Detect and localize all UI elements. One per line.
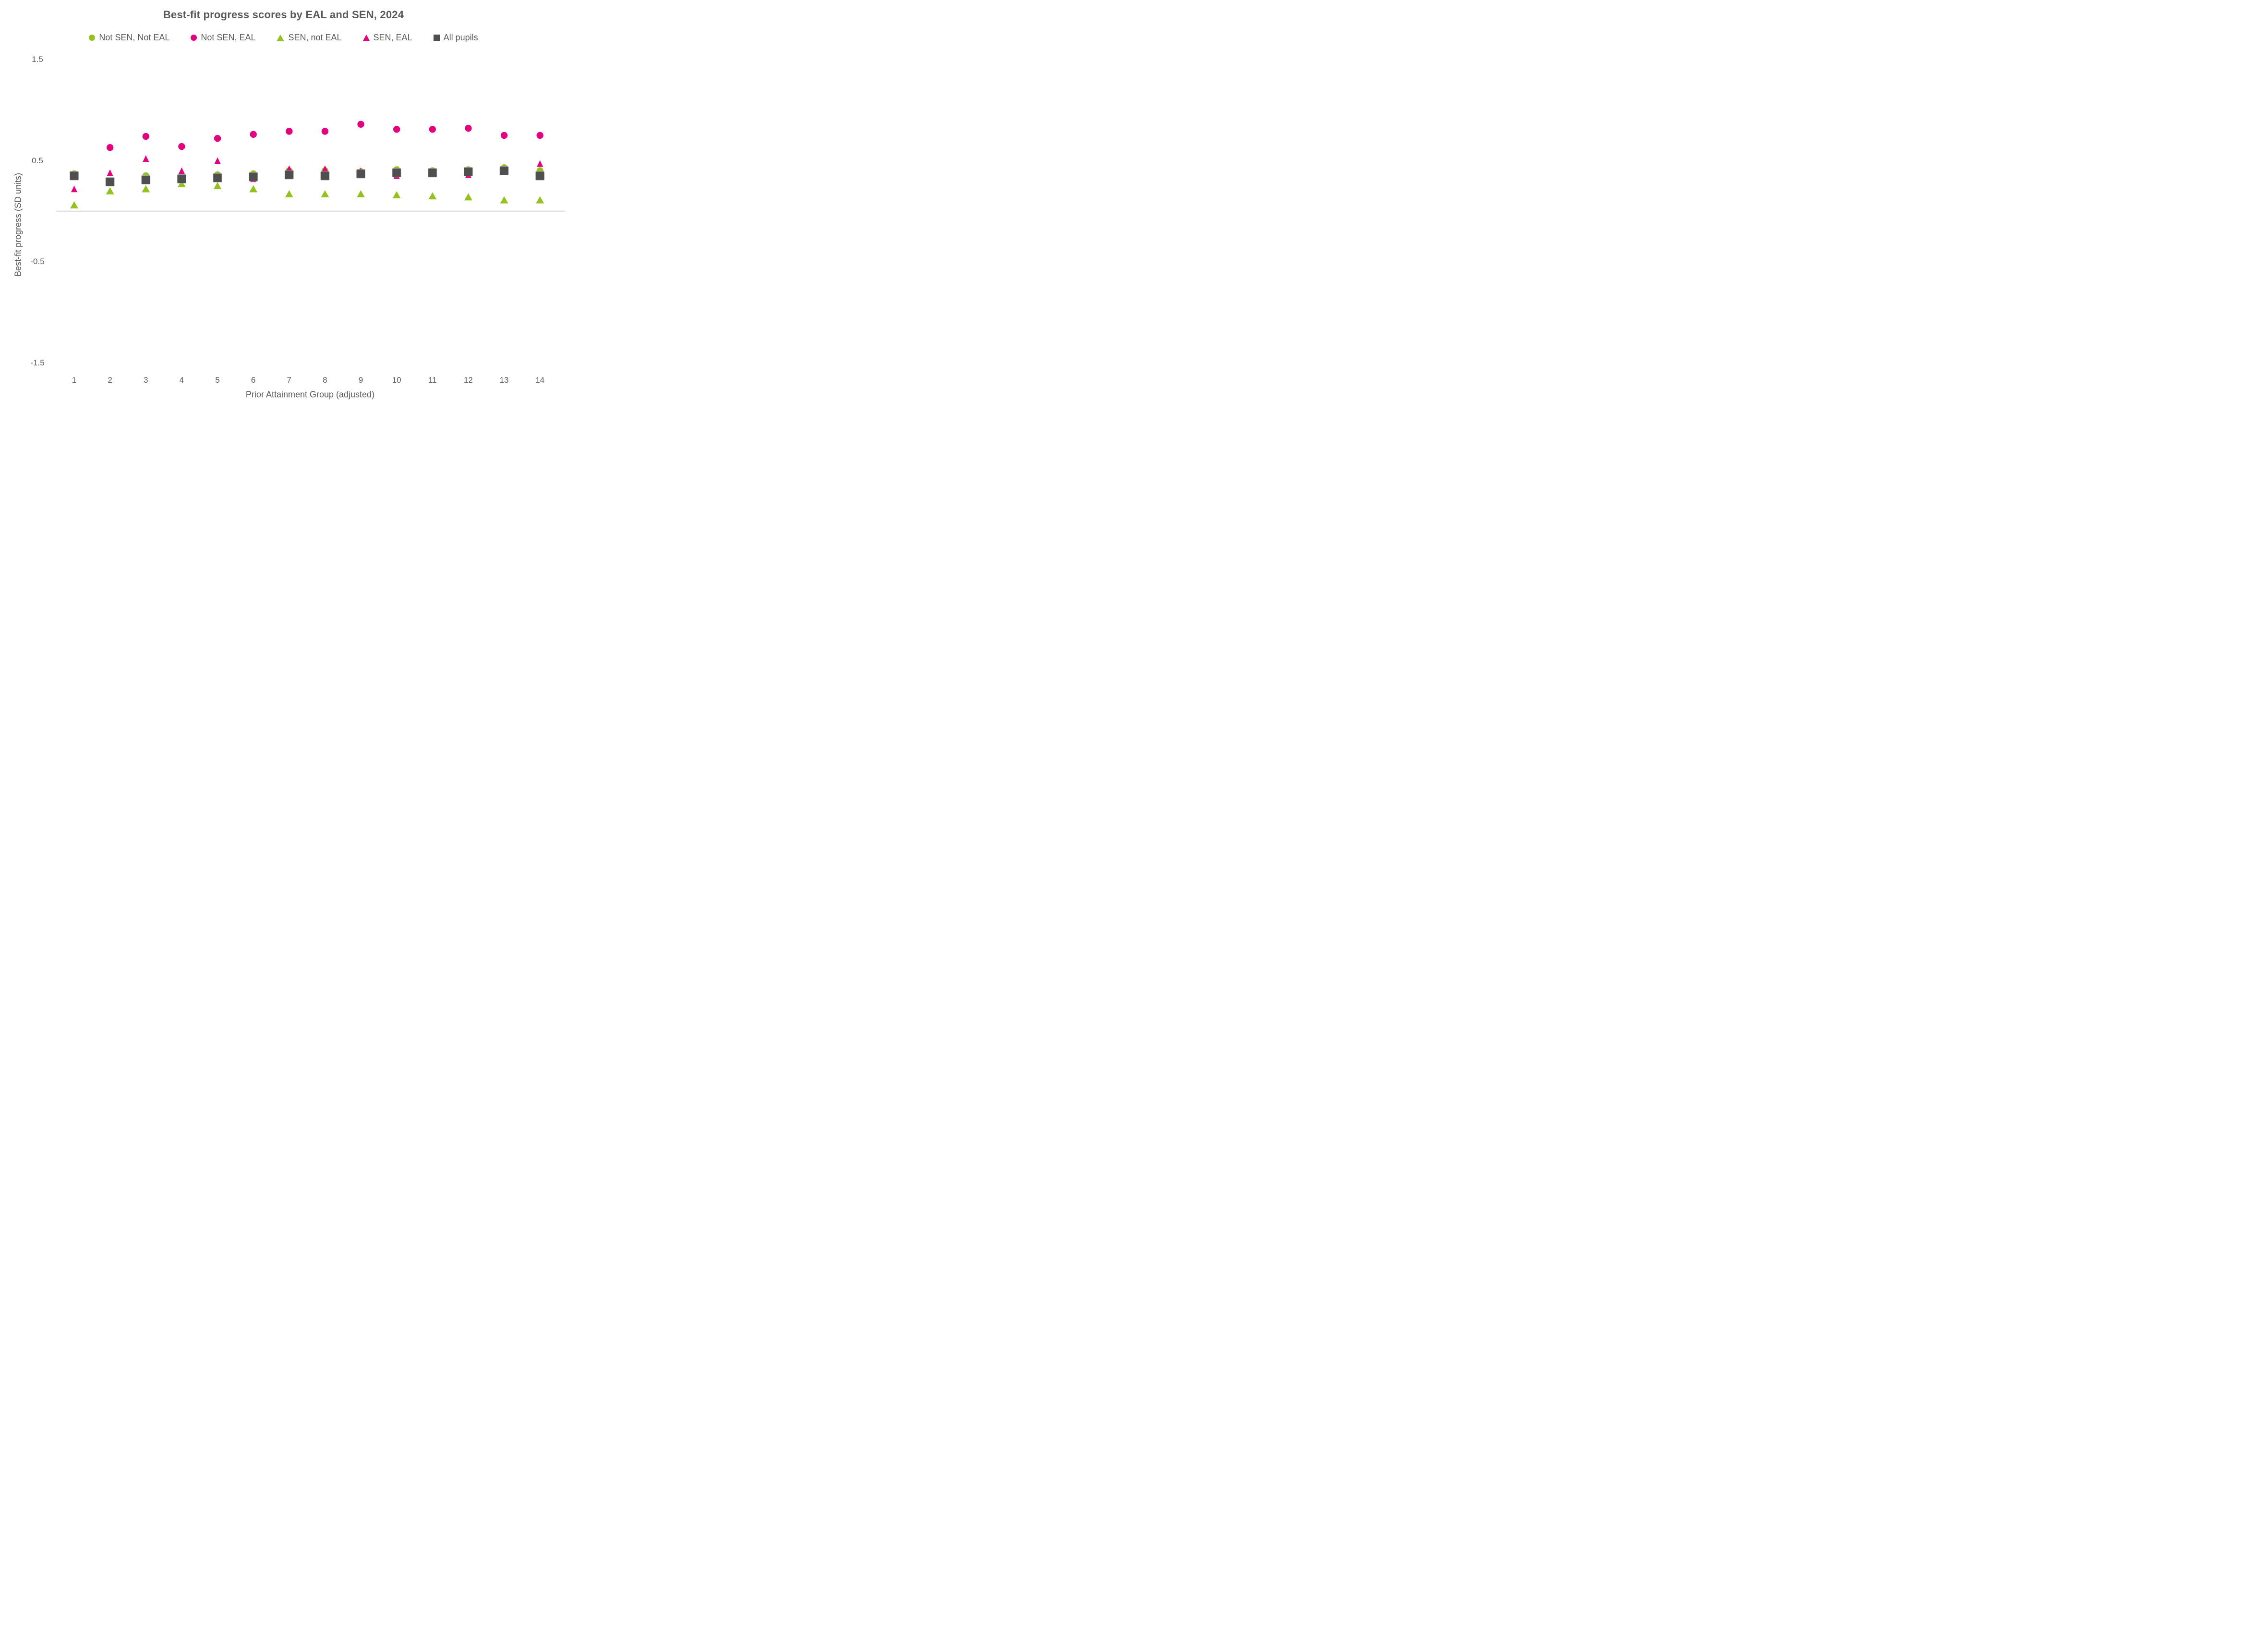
legend-item-4: SEN, EAL xyxy=(362,33,412,43)
legend-label: Not SEN, Not EAL xyxy=(99,33,170,42)
marker-s3-g10 xyxy=(392,191,401,199)
marker-s3-g14 xyxy=(536,196,544,204)
marker-s2-g6 xyxy=(250,131,257,138)
x-tick-6: 6 xyxy=(251,375,256,385)
marker-s5-g3 xyxy=(141,175,151,184)
marker-s3-g13 xyxy=(500,196,508,204)
marker-s3-g3 xyxy=(142,185,150,193)
marker-s5-g2 xyxy=(105,177,115,187)
marker-s3-g12 xyxy=(464,193,472,201)
marker-s5-g13 xyxy=(499,166,509,176)
x-tick-5: 5 xyxy=(215,375,220,385)
chart: Best-fit progress scores by EAL and SEN,… xyxy=(0,0,567,412)
x-tick-14: 14 xyxy=(535,375,545,385)
marker-s2-g7 xyxy=(286,128,293,135)
legend: Not SEN, Not EAL Not SEN, EAL SEN, not EAL… xyxy=(0,33,567,43)
legend-item-1: Not SEN, Not EAL xyxy=(89,33,169,43)
circle-marker-icon xyxy=(191,35,197,41)
marker-s2-g2 xyxy=(106,144,114,151)
legend-label: Not SEN, EAL xyxy=(201,33,256,42)
y-axis-title: Best-fit progress (SD units) xyxy=(13,172,23,277)
y-tick-0.5: 0.5 xyxy=(32,156,43,165)
y-tick--0.5: -0.5 xyxy=(30,257,45,266)
marker-s5-g1 xyxy=(70,171,79,181)
marker-s5-g4 xyxy=(177,174,186,183)
legend-item-2: Not SEN, EAL xyxy=(191,33,255,43)
x-tick-8: 8 xyxy=(323,375,327,385)
marker-s2-g11 xyxy=(429,126,436,133)
square-marker-icon xyxy=(433,35,440,41)
marker-s4-g8 xyxy=(322,165,328,172)
x-tick-1: 1 xyxy=(72,375,77,385)
legend-item-5: All pupils xyxy=(433,33,478,43)
y-tick-1.5: 1.5 xyxy=(32,55,43,64)
marker-s2-g9 xyxy=(357,121,364,128)
marker-s3-g5 xyxy=(213,182,222,190)
marker-s3-g4 xyxy=(177,180,186,187)
marker-s5-g12 xyxy=(464,167,473,177)
marker-s2-g12 xyxy=(465,124,472,132)
marker-s4-g5 xyxy=(214,157,221,164)
marker-s2-g5 xyxy=(214,135,221,142)
marker-s4-g14 xyxy=(537,160,543,167)
x-tick-13: 13 xyxy=(499,375,509,385)
x-tick-10: 10 xyxy=(392,375,401,385)
marker-s3-g1 xyxy=(70,201,78,209)
marker-s4-g4 xyxy=(178,167,185,174)
marker-s2-g13 xyxy=(500,132,508,139)
marker-s5-g8 xyxy=(320,171,330,181)
triangle-marker-icon xyxy=(362,35,370,41)
x-tick-2: 2 xyxy=(108,375,112,385)
marker-s5-g11 xyxy=(428,168,437,178)
marker-s4-g1 xyxy=(71,185,78,193)
x-tick-11: 11 xyxy=(428,375,437,385)
marker-s3-g8 xyxy=(321,190,329,198)
marker-s3-g2 xyxy=(106,187,114,194)
marker-s5-g14 xyxy=(535,171,545,181)
x-tick-12: 12 xyxy=(463,375,473,385)
marker-s5-g7 xyxy=(284,170,294,180)
marker-s4-g3 xyxy=(143,155,149,162)
chart-title: Best-fit progress scores by EAL and SEN,… xyxy=(163,9,404,21)
marker-s2-g3 xyxy=(142,133,149,140)
y-tick--1.5: -1.5 xyxy=(30,358,45,367)
x-tick-7: 7 xyxy=(287,375,291,385)
marker-s3-g7 xyxy=(285,190,293,198)
marker-s5-g6 xyxy=(249,172,258,182)
legend-item-3: SEN, not EAL xyxy=(277,33,342,43)
legend-label: SEN, EAL xyxy=(373,33,412,42)
plot-area xyxy=(56,121,565,212)
legend-label: All pupils xyxy=(443,33,478,42)
legend-label: SEN, not EAL xyxy=(288,33,342,42)
marker-s3-g11 xyxy=(428,192,437,200)
marker-s2-g14 xyxy=(536,132,543,139)
marker-s3-g6 xyxy=(249,185,258,193)
x-tick-4: 4 xyxy=(179,375,184,385)
marker-s2-g8 xyxy=(321,128,329,135)
x-tick-3: 3 xyxy=(144,375,148,385)
circle-marker-icon xyxy=(89,35,96,41)
marker-s5-g10 xyxy=(392,168,401,178)
marker-s2-g10 xyxy=(393,126,400,133)
marker-s2-g4 xyxy=(178,143,185,150)
x-tick-9: 9 xyxy=(358,375,363,385)
marker-s5-g9 xyxy=(356,169,365,179)
triangle-marker-icon xyxy=(277,34,285,41)
x-axis-title: Prior Attainment Group (adjusted) xyxy=(245,389,375,399)
marker-s3-g9 xyxy=(357,190,365,198)
marker-s4-g2 xyxy=(107,169,113,176)
marker-s5-g5 xyxy=(213,173,222,182)
